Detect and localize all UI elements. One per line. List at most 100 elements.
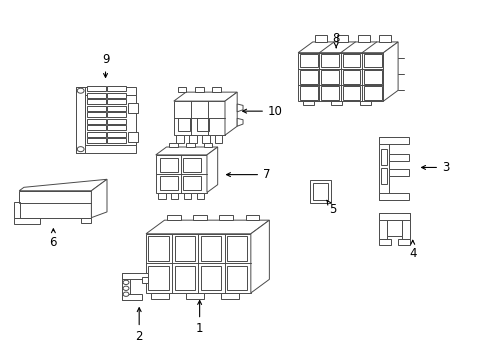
Bar bbox=[87, 132, 105, 136]
Polygon shape bbox=[250, 220, 269, 293]
Bar bbox=[128, 103, 138, 113]
Bar bbox=[201, 266, 221, 290]
Bar bbox=[107, 138, 125, 143]
Bar bbox=[87, 99, 105, 104]
Bar bbox=[148, 236, 168, 261]
Bar bbox=[364, 70, 381, 84]
Bar bbox=[378, 137, 408, 144]
Bar bbox=[226, 236, 247, 261]
Polygon shape bbox=[91, 179, 107, 218]
Bar bbox=[166, 215, 180, 220]
Polygon shape bbox=[206, 147, 217, 193]
Circle shape bbox=[77, 88, 84, 93]
Polygon shape bbox=[237, 104, 243, 112]
Polygon shape bbox=[156, 147, 217, 155]
Bar bbox=[380, 149, 386, 165]
Bar bbox=[378, 137, 388, 200]
Bar bbox=[386, 220, 401, 235]
Bar bbox=[300, 70, 317, 84]
Bar bbox=[76, 145, 136, 153]
Bar bbox=[331, 101, 342, 105]
Bar bbox=[315, 36, 326, 42]
Bar bbox=[303, 101, 313, 105]
Text: 5: 5 bbox=[326, 200, 336, 216]
Bar bbox=[313, 183, 327, 201]
Bar bbox=[219, 215, 233, 220]
Bar bbox=[220, 293, 239, 300]
Polygon shape bbox=[298, 42, 397, 53]
Bar bbox=[171, 193, 178, 199]
Text: 6: 6 bbox=[49, 229, 57, 249]
Polygon shape bbox=[224, 92, 237, 135]
Bar bbox=[107, 125, 125, 130]
Bar bbox=[87, 125, 105, 130]
Bar bbox=[156, 155, 206, 193]
Bar bbox=[159, 176, 178, 190]
Bar bbox=[76, 87, 85, 153]
Bar bbox=[321, 54, 338, 67]
Bar bbox=[81, 218, 91, 223]
Bar bbox=[173, 101, 224, 135]
Bar bbox=[359, 101, 370, 105]
Bar bbox=[194, 87, 203, 92]
Bar bbox=[336, 36, 347, 42]
Bar bbox=[169, 143, 178, 147]
Bar bbox=[107, 119, 125, 124]
Bar bbox=[122, 273, 130, 300]
Polygon shape bbox=[383, 42, 397, 101]
Bar bbox=[174, 266, 195, 290]
Bar bbox=[174, 236, 195, 261]
Bar bbox=[177, 87, 186, 92]
Circle shape bbox=[123, 286, 129, 291]
Bar bbox=[182, 158, 201, 172]
Bar bbox=[298, 53, 383, 101]
Bar bbox=[378, 193, 408, 200]
Bar bbox=[196, 193, 203, 199]
Bar bbox=[87, 93, 105, 98]
Bar bbox=[107, 132, 125, 136]
Bar bbox=[122, 294, 142, 300]
Bar bbox=[107, 93, 125, 98]
Bar bbox=[183, 193, 191, 199]
Bar bbox=[196, 118, 208, 131]
Bar bbox=[19, 191, 91, 218]
Bar bbox=[380, 168, 386, 184]
Bar bbox=[85, 95, 136, 145]
Circle shape bbox=[123, 292, 129, 296]
Polygon shape bbox=[237, 118, 243, 126]
Bar bbox=[202, 135, 209, 143]
Bar bbox=[193, 215, 206, 220]
Bar bbox=[151, 293, 169, 300]
Bar bbox=[300, 54, 317, 67]
Bar bbox=[177, 118, 189, 131]
Bar bbox=[189, 135, 197, 143]
Polygon shape bbox=[173, 92, 237, 101]
Bar bbox=[321, 70, 338, 84]
Bar bbox=[378, 239, 390, 244]
Bar bbox=[388, 169, 408, 176]
Text: 3: 3 bbox=[421, 161, 448, 174]
Bar bbox=[388, 154, 408, 161]
Text: 1: 1 bbox=[196, 301, 203, 335]
Bar bbox=[186, 143, 195, 147]
Text: 7: 7 bbox=[226, 168, 270, 181]
Bar bbox=[378, 36, 390, 42]
Bar bbox=[158, 193, 165, 199]
Bar bbox=[146, 234, 250, 293]
Bar bbox=[87, 106, 105, 111]
Polygon shape bbox=[146, 220, 269, 234]
Bar bbox=[342, 54, 360, 67]
Bar bbox=[182, 176, 201, 190]
Bar bbox=[401, 213, 409, 239]
Bar bbox=[364, 54, 381, 67]
Bar bbox=[176, 135, 183, 143]
Bar bbox=[214, 135, 222, 143]
Bar bbox=[122, 273, 148, 279]
Bar bbox=[300, 86, 317, 100]
Bar bbox=[342, 86, 360, 100]
Bar bbox=[107, 106, 125, 111]
Polygon shape bbox=[19, 179, 107, 191]
Text: 9: 9 bbox=[102, 53, 109, 77]
Bar bbox=[76, 87, 136, 95]
Bar bbox=[185, 293, 204, 300]
